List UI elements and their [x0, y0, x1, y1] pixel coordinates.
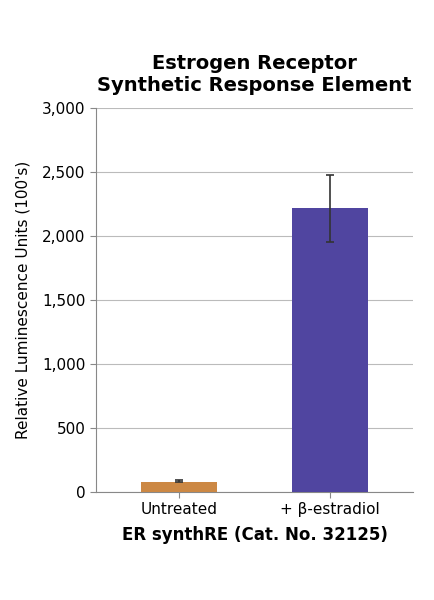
Bar	[141, 482, 216, 492]
Y-axis label: Relative Luminescence Units (100's): Relative Luminescence Units (100's)	[16, 161, 31, 439]
Bar	[292, 208, 367, 492]
X-axis label: ER synthRE (Cat. No. 32125): ER synthRE (Cat. No. 32125)	[121, 526, 387, 544]
Title: Estrogen Receptor
Synthetic Response Element: Estrogen Receptor Synthetic Response Ele…	[97, 55, 411, 95]
